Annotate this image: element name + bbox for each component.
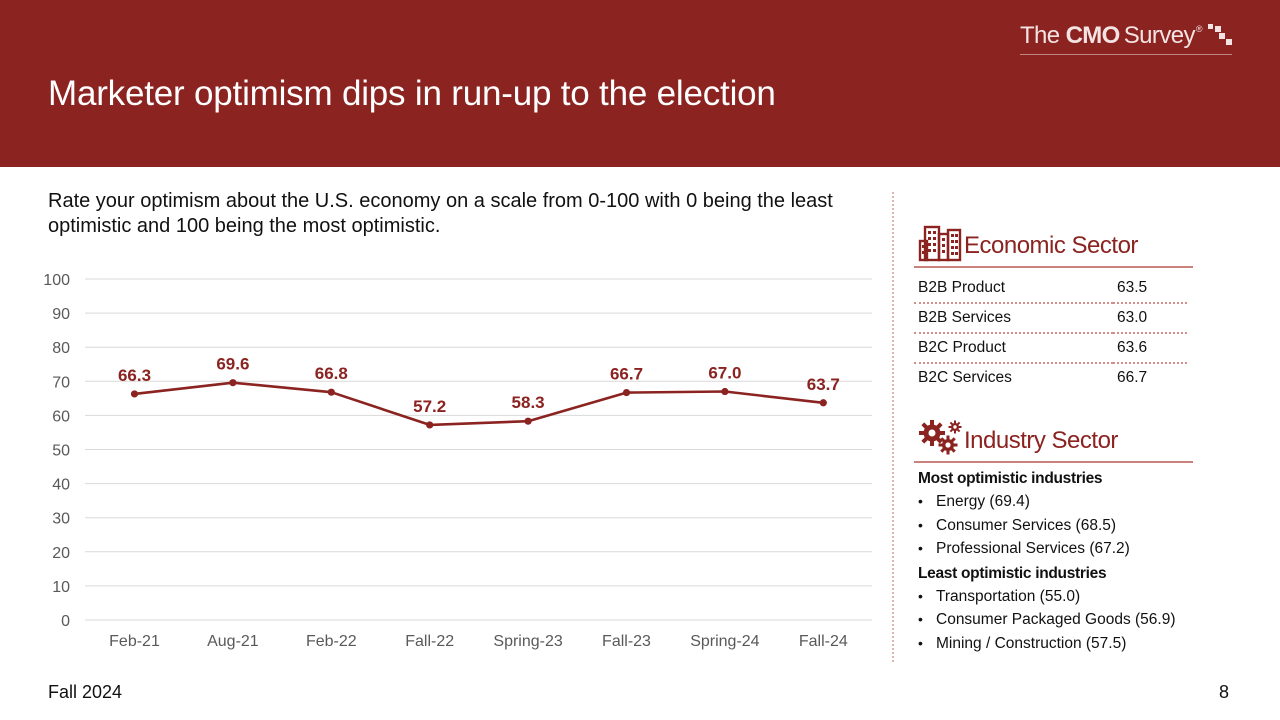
list-item: Consumer Services (68.5) (918, 514, 1218, 538)
data-point (819, 399, 827, 407)
most-optimistic-heading: Most optimistic industries (918, 470, 1103, 487)
survey-question: Rate your optimism about the U.S. econom… (48, 190, 833, 237)
economic-sector-title: Economic Sector (964, 232, 1138, 259)
x-tick-label: Fall-24 (799, 633, 848, 650)
y-tick-label: 10 (52, 579, 70, 596)
most-optimistic-list: Energy (69.4) Consumer Services (68.5) P… (918, 490, 1218, 561)
data-point (721, 387, 729, 396)
row-value: 66.7 (1117, 369, 1148, 386)
list-item: Mining / Construction (57.5) (918, 632, 1218, 656)
data-point (327, 388, 335, 396)
table-row: B2C Product 63.6 (914, 333, 1187, 364)
data-point (229, 379, 237, 387)
page-number: 8 (1219, 682, 1230, 702)
y-tick-label: 80 (52, 340, 70, 357)
y-tick-label: 90 (52, 306, 70, 323)
series-line (134, 381, 824, 427)
row-label: B2B Product (914, 274, 1113, 304)
data-point (524, 417, 532, 425)
list-item: Energy (69.4) (918, 490, 1218, 514)
data-point (130, 390, 139, 398)
x-tick-label: Feb-21 (109, 633, 160, 650)
y-tick-label: 0 (61, 613, 70, 630)
x-tick-label: Feb-22 (306, 633, 357, 650)
gears-icon (919, 420, 962, 455)
logo-text-survey: Survey (1123, 22, 1196, 49)
data-label: 58.3 (512, 393, 545, 412)
y-tick-label: 20 (52, 545, 70, 562)
row-label: B2C Product (914, 333, 1113, 364)
least-optimistic-heading: Least optimistic industries (918, 564, 1107, 582)
x-tick-label: Aug-21 (207, 633, 259, 650)
cmo-survey-logo: The CMO Survey ® (1020, 22, 1232, 55)
y-tick-label: 70 (52, 374, 70, 391)
data-label: 66.3 (118, 366, 151, 385)
data-point (426, 421, 434, 429)
y-tick-label: 100 (43, 272, 70, 289)
list-item: Transportation (55.0) (918, 585, 1218, 609)
header-band: The CMO Survey ® Marketer optimism dips … (0, 0, 1280, 167)
logo-squares-icon (1206, 22, 1232, 48)
data-label: 66.8 (315, 364, 348, 383)
x-tick-label: Spring-24 (690, 633, 759, 650)
y-tick-label: 50 (52, 443, 70, 460)
logo-registered-mark: ® (1195, 24, 1203, 34)
data-label: 57.2 (413, 397, 446, 416)
list-item: Professional Services (67.2) (918, 537, 1218, 561)
table-row: B2C Services 66.7 (914, 363, 1187, 392)
logo-text-cmo: CMO (1065, 22, 1121, 49)
y-tick-label: 30 (52, 511, 70, 528)
y-tick-label: 60 (52, 408, 70, 425)
sidebar-divider (892, 192, 894, 662)
x-tick-label: Spring-23 (493, 633, 562, 650)
industry-sector-title: Industry Sector (964, 427, 1118, 454)
economic-sector-header: Economic Sector (914, 222, 1193, 268)
data-label: 66.7 (610, 365, 643, 384)
data-label: 63.7 (807, 375, 840, 394)
logo-text-the: The (1020, 22, 1060, 49)
row-value: 63.5 (1113, 274, 1187, 304)
row-value: 63.6 (1113, 333, 1187, 364)
buildings-icon (918, 225, 962, 262)
x-tick-label: Fall-22 (405, 633, 454, 650)
table-row: B2B Product 63.5 (914, 274, 1187, 304)
table-row: B2B Services 63.0 (914, 303, 1187, 334)
list-item: Consumer Packaged Goods (56.9) (918, 608, 1218, 632)
economic-sector-table: B2B Product 63.5 B2B Services 63.0 B2C P… (914, 274, 1187, 392)
y-tick-label: 40 (52, 477, 70, 494)
x-tick-label: Fall-23 (602, 633, 651, 650)
data-point (622, 388, 631, 397)
data-label: 69.6 (216, 355, 249, 374)
footer-date: Fall 2024 (48, 682, 123, 702)
row-label: B2C Services (918, 369, 1012, 386)
data-label: 67.0 (708, 364, 741, 383)
optimism-line-chart: 0 10 20 30 40 50 60 70 80 90 100 Feb-21 Aug-21 Feb-22… (43, 272, 872, 650)
least-optimistic-list: Transportation (55.0) Consumer Packaged … (918, 585, 1218, 656)
row-value: 63.0 (1113, 303, 1187, 334)
page-title: Marketer optimism dips in run-up to the … (48, 74, 776, 113)
industry-sector-list: Most optimistic industries Energy (69.4)… (918, 468, 1218, 655)
industry-sector-header: Industry Sector (914, 417, 1193, 463)
row-label: B2B Services (914, 303, 1113, 334)
